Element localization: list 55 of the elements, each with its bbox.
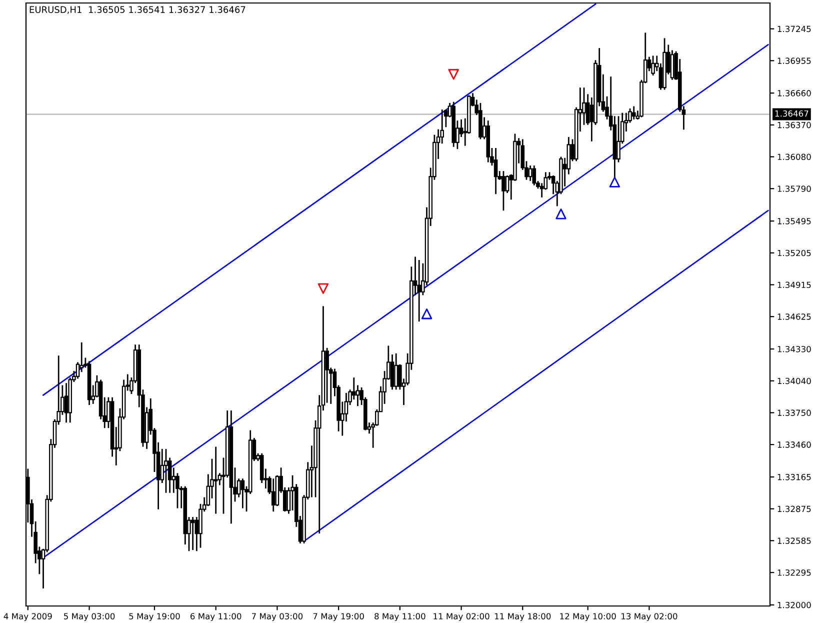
y-tick-label: 1.35495 xyxy=(778,218,811,224)
candlestick xyxy=(190,516,195,551)
y-tick-label: 1.36370 xyxy=(778,122,811,128)
candlestick xyxy=(417,259,421,322)
y-tick-label: 1.33165 xyxy=(778,474,811,480)
candlestick xyxy=(632,106,636,120)
candlestick xyxy=(64,382,68,424)
y-tick-label: 1.34915 xyxy=(778,282,811,288)
candlestick xyxy=(352,376,356,400)
ref-line-label: 1.36467 xyxy=(775,110,808,117)
candlestick xyxy=(528,164,532,182)
candlestick xyxy=(651,55,655,76)
y-tick-label: 1.36660 xyxy=(778,90,811,96)
x-tick-label: 7 May 03:00 xyxy=(252,613,303,622)
candlestick xyxy=(214,446,218,514)
candlestick xyxy=(616,115,620,163)
candlestick xyxy=(502,170,506,212)
y-tick-label: 1.34040 xyxy=(778,378,811,384)
y-tick-label: 1.37245 xyxy=(778,26,811,32)
y-tick-label: 1.32295 xyxy=(778,569,811,576)
candlestick xyxy=(494,147,498,195)
x-tick-label: 5 May 03:00 xyxy=(64,613,115,622)
y-tick-label: 1.32000 xyxy=(778,602,811,608)
x-tick-label: 5 May 19:00 xyxy=(129,613,180,622)
y-tick-label: 1.33460 xyxy=(778,442,811,448)
chart-title: EURUSD,H1 1.36505 1.36541 1.36327 1.36467 xyxy=(30,6,246,14)
y-tick-label: 1.36080 xyxy=(778,154,811,160)
candlestick xyxy=(532,164,536,186)
y-tick-label: 1.35205 xyxy=(778,250,811,256)
y-tick-label: 1.32875 xyxy=(778,506,811,512)
candlestick xyxy=(80,342,84,373)
candlestick xyxy=(240,478,245,509)
candlestick xyxy=(325,347,329,404)
x-tick-label: 4 May 2009 xyxy=(4,613,52,622)
x-tick-label: 11 May 18:00 xyxy=(494,613,551,622)
y-tick-label: 1.34625 xyxy=(778,314,811,320)
x-tick-label: 6 May 11:00 xyxy=(190,613,242,622)
x-tick-label: 11 May 02:00 xyxy=(434,613,490,622)
point xyxy=(318,283,329,294)
point xyxy=(448,69,459,80)
x-tick-label: 13 May 02:00 xyxy=(622,613,678,622)
point xyxy=(556,208,566,220)
x-tick-label: 12 May 10:00 xyxy=(560,613,616,622)
point xyxy=(421,308,432,320)
x-tick-label: 8 May 11:00 xyxy=(374,613,426,622)
candlestick xyxy=(394,352,398,390)
candlestick xyxy=(271,478,276,512)
candlestick xyxy=(164,448,168,494)
y-tick-label: 1.34330 xyxy=(778,346,811,352)
y-tick-label: 1.36955 xyxy=(778,58,811,64)
y-tick-label: 1.33750 xyxy=(778,410,811,416)
x-tick-label: 7 May 19:00 xyxy=(313,613,364,622)
y-tick-label: 1.32585 xyxy=(778,538,811,544)
y-tick-label: 1.35790 xyxy=(778,186,811,192)
point xyxy=(609,176,620,188)
